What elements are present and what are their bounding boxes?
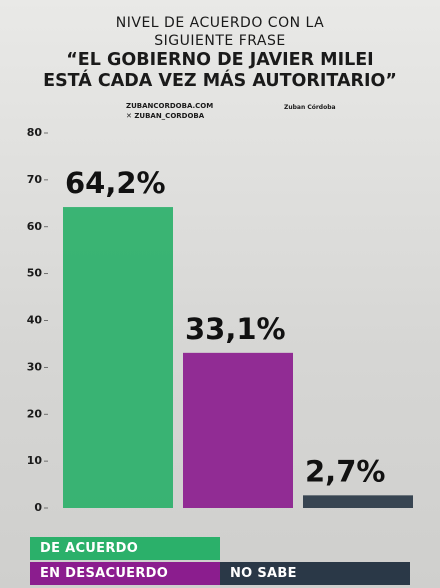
source: ZUBAN_CORDOBA: [134, 112, 205, 120]
y-tick-label: 60: [27, 220, 43, 233]
y-tick-label: 30: [27, 360, 43, 373]
source: ZUBANCORDOBA.COM: [126, 102, 214, 110]
x-icon: ✕: [126, 112, 135, 120]
chart-subtitle: “EL GOBIERNO DE JAVIER MILEI ESTÁ CADA V…: [43, 50, 397, 91]
y-tick-label: 80: [27, 126, 43, 139]
bar: [303, 495, 413, 508]
value-label: 64,2%: [65, 166, 166, 200]
bar: [183, 352, 293, 508]
value-label: 2,7%: [305, 454, 385, 488]
y-tick-label: 0: [34, 501, 42, 514]
y-tick-label: 40: [27, 314, 43, 327]
y-tick-label: 20: [27, 407, 43, 420]
source-handle: ✕ ZUBAN_CORDOBA: [126, 112, 246, 120]
category-label: DE ACUERDO: [30, 537, 220, 560]
category-label: EN DESACUERDO: [30, 562, 220, 585]
y-tick-label: 10: [27, 454, 43, 467]
chart-title: NIVEL DE ACUERDO CON LA SIGUIENTE FRASE: [115, 15, 325, 49]
brand: Zuban Córdoba: [284, 104, 336, 111]
category-label: NO SABE: [220, 562, 410, 585]
value-label: 33,1%: [185, 312, 286, 346]
bar: [63, 207, 173, 508]
y-tick-label: 50: [27, 267, 43, 280]
y-tick-label: 70: [27, 173, 43, 186]
